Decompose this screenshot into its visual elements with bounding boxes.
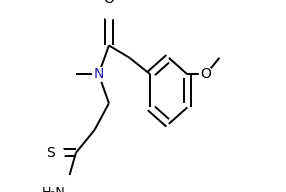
Text: O: O <box>104 0 114 6</box>
Text: N: N <box>94 67 104 81</box>
Text: O: O <box>200 67 211 81</box>
Text: H₂N: H₂N <box>42 186 65 192</box>
Text: S: S <box>47 146 55 160</box>
